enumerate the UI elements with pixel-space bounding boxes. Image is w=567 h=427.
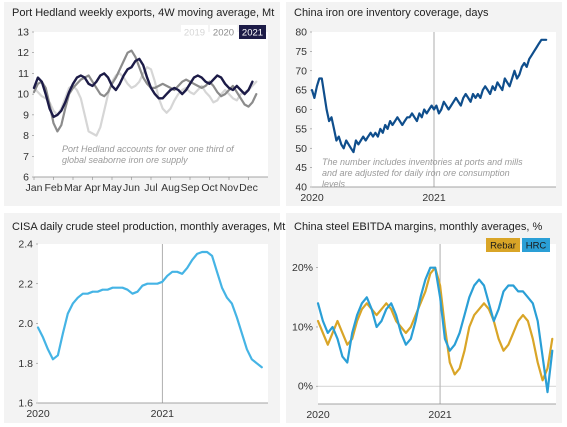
y-tick-label: 2.2 — [18, 278, 33, 290]
y-tick-label: 9 — [23, 109, 29, 121]
chart-panel-2: China iron ore inventory coverage, days 4… — [286, 2, 562, 206]
legend-swatch-hrc — [522, 238, 550, 252]
y-tick-label: 60 — [295, 104, 307, 116]
x-tick-label: Jul — [144, 182, 157, 194]
x-tick-label: Sep — [181, 182, 200, 194]
y-tick-label: 1.6 — [18, 398, 33, 410]
series-line-main — [36, 250, 263, 369]
legend-label-2020: 2020 — [213, 28, 234, 39]
y-tick-label: 0% — [298, 381, 313, 393]
x-tick-label: May — [102, 182, 123, 194]
y-tick-label: 20% — [292, 262, 313, 274]
y-tick-label: 1.8 — [18, 358, 33, 370]
y-tick-label: 12 — [17, 47, 29, 59]
y-tick-label: 75 — [295, 46, 307, 58]
x-tick-label: Dec — [239, 182, 258, 194]
x-tick-label: Oct — [201, 182, 217, 194]
series-line-2020 — [32, 49, 258, 133]
legend-label-2019: 2019 — [184, 28, 205, 39]
y-tick-label: 11 — [18, 68, 29, 80]
chart-title: Port Hedland weekly exports, 4W moving a… — [12, 7, 274, 19]
series-line-hrc — [316, 266, 554, 394]
chart-title: China iron ore inventory coverage, days — [294, 7, 489, 19]
y-tick-label: 45 — [295, 162, 307, 174]
chart-title: CISA daily crude steel production, month… — [12, 221, 285, 233]
plot-area — [34, 32, 268, 177]
legend-label-rebar: Rebar — [490, 241, 516, 252]
legend-label-hrc: HRC — [526, 241, 547, 252]
x-tick-label: Apr — [84, 182, 101, 194]
y-tick-label: 65 — [295, 85, 307, 97]
x-tick-label: 2021 — [151, 408, 175, 420]
series-line-main — [310, 38, 548, 154]
legend-swatch-2019 — [181, 25, 208, 39]
x-tick-label: Feb — [44, 182, 62, 194]
y-tick-label: 80 — [295, 27, 307, 39]
chart-annotation: Port Hedland accounts for over one third… — [62, 144, 235, 165]
y-tick-label: 10% — [292, 321, 313, 333]
y-tick-label: 2.4 — [18, 239, 33, 251]
y-tick-label: 13 — [17, 27, 29, 39]
x-tick-label: Aug — [161, 182, 180, 194]
y-tick-label: 2.0 — [18, 318, 33, 330]
x-tick-label: Mar — [64, 182, 83, 194]
y-tick-label: 50 — [295, 143, 307, 155]
y-tick-label: 70 — [295, 65, 307, 77]
y-tick-label: 8 — [23, 130, 29, 142]
x-tick-label: Nov — [220, 182, 239, 194]
chart-panel-4: China steel EBITDA margins, monthly aver… — [286, 213, 562, 423]
y-tick-label: 55 — [295, 123, 307, 135]
chart-title: China steel EBITDA margins, monthly aver… — [294, 221, 542, 233]
legend-swatch-2020 — [210, 25, 237, 39]
legend-swatch-rebar — [486, 238, 520, 252]
y-tick-label: 10 — [17, 89, 29, 101]
legend-swatch-2021 — [239, 25, 266, 39]
series-line-2021 — [32, 57, 254, 119]
chart-annotation: The number includes inventories at ports… — [322, 157, 523, 189]
x-tick-label: Jun — [123, 182, 140, 194]
x-tick-label: 2021 — [422, 192, 446, 204]
y-tick-label: 7 — [23, 151, 29, 163]
chart-panel-1: Port Hedland weekly exports, 4W moving a… — [4, 2, 280, 206]
plot-area — [38, 244, 268, 403]
y-tick-label: 6 — [23, 172, 29, 184]
x-tick-label: 2021 — [428, 409, 452, 421]
x-tick-label: 2020 — [300, 192, 324, 204]
x-tick-label: 2020 — [26, 408, 50, 420]
y-tick-label: 40 — [295, 182, 307, 194]
chart-panel-3: CISA daily crude steel production, month… — [4, 213, 285, 423]
x-tick-label: Jan — [26, 182, 43, 194]
x-tick-label: 2020 — [306, 409, 330, 421]
legend-label-2021: 2021 — [242, 28, 263, 39]
